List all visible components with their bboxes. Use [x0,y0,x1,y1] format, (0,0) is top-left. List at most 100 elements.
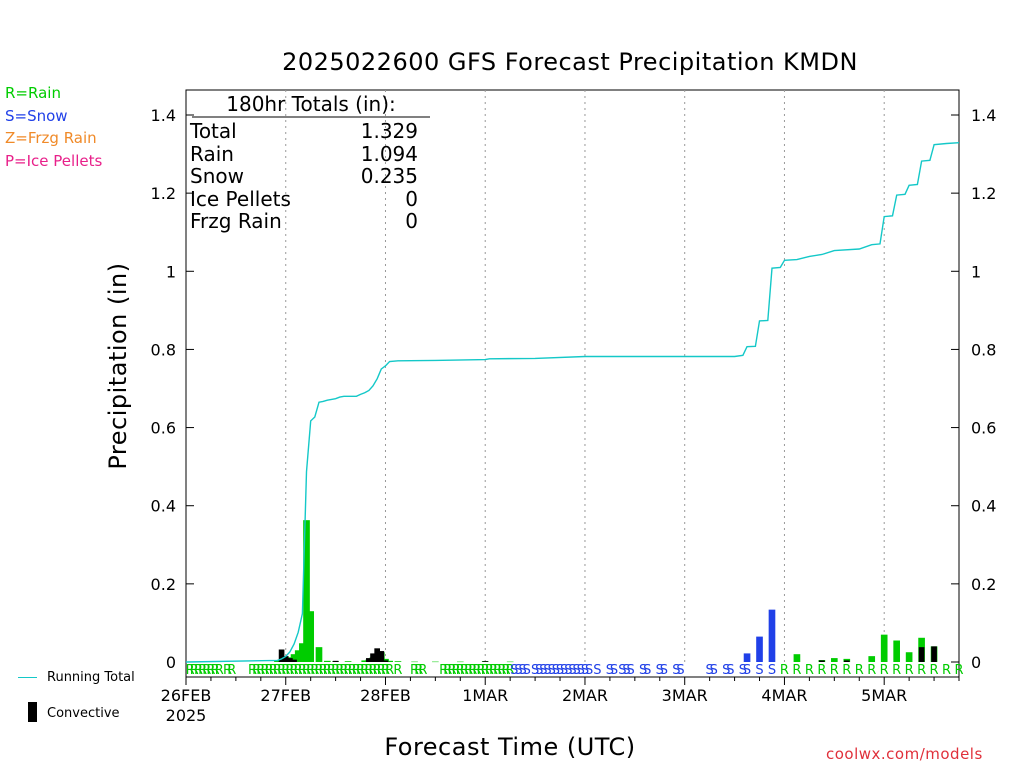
ptype-mark: R [348,663,357,678]
rain-bar [344,661,352,662]
ptype-mark: R [447,663,456,678]
rain-bar [290,654,298,662]
ptype-mark: R [227,663,236,678]
ptype-mark: R [481,663,490,678]
ptype-mark: R [323,663,332,678]
ptype-mark: R [954,663,963,678]
y-tick-label: 0.8 [151,340,176,359]
rain-bar [307,611,315,662]
totals-label: Frzg Rain [190,209,282,234]
legend-rain: R=Rain [5,84,61,102]
rain-bar [456,661,464,663]
ptype-mark: R [377,663,386,678]
ptype-mark: R [356,663,365,678]
y-tick-label-right: 1.2 [971,184,996,203]
x-tick-sublabel: 2025 [166,706,207,725]
convective-bar [931,646,937,662]
ptype-mark: R [260,663,269,678]
ptype-mark: R [206,663,215,678]
ptype-mark: S [552,663,560,678]
ptype-mark: R [252,663,261,678]
ptype-mark: R [285,663,294,678]
convective-bar [843,660,850,662]
ptype-mark: R [335,663,344,678]
convective-bar [278,649,285,662]
ptype-mark: S [618,663,626,678]
ptype-mark: R [472,663,481,678]
x-tick-label: 4MAR [761,686,807,705]
ptype-mark: R [331,663,340,678]
ptype-mark: R [339,663,348,678]
convective-bar [291,659,297,662]
chart-title: 2025022600 GFS Forecast Precipitation KM… [282,48,858,76]
ptype-mark: R [817,663,826,678]
ptype-mark: S [743,663,751,678]
y-tick-label-right: 0.8 [971,340,996,359]
rain-bar [323,660,331,662]
ptype-mark: S [548,663,556,678]
ptype-mark: S [627,663,635,678]
convective-bar [287,658,293,662]
ptype-mark: R [418,663,427,678]
ptype-mark: R [443,663,452,678]
y-tick-label: 0.4 [151,497,176,516]
ptype-mark: R [464,663,473,678]
ptype-mark: S [739,663,747,678]
running-total-legend-line [18,677,37,678]
rain-bar [274,660,281,662]
ptype-mark: R [211,663,220,678]
ptype-mark: R [460,663,469,678]
totals-row-rain: Rain 1.094 [190,141,432,166]
rain-bar [394,661,402,662]
y-tick-label-right: 1 [971,262,981,281]
ptype-mark: S [573,663,581,678]
ptype-mark: R [780,663,789,678]
ptype-mark: S [676,663,684,678]
y-tick-label: 0 [166,653,176,672]
ptype-mark: R [917,663,926,678]
ptype-mark: R [880,663,889,678]
ptype-mark: R [506,663,515,678]
x-tick-label: 5MAR [861,686,907,705]
ptype-mark: R [310,663,319,678]
ptype-mark: S [560,663,568,678]
ptype-mark: S [639,663,647,678]
rain-bar [411,661,418,663]
ptype-mark: S [577,663,585,678]
y-tick-label: 1.2 [151,184,176,203]
ptype-mark: R [867,663,876,678]
x-tick-label: 28FEB [360,686,411,705]
rain-bar [880,634,888,662]
ptype-mark: S [610,663,618,678]
ptype-mark: R [905,663,914,678]
ptype-mark: R [381,663,390,678]
ptype-mark: R [290,663,299,678]
ptype-mark: R [281,663,290,678]
y-tick-label: 1 [166,262,176,281]
credit-link[interactable]: coolwx.com/models [826,745,983,763]
y-tick-label-right: 0.2 [971,575,996,594]
ptype-mark: R [477,663,486,678]
totals-row-total: Total 1.329 [190,120,432,143]
rain-bar [299,643,306,662]
ptype-mark: R [414,663,423,678]
ptype-legend: R=Rain S=Snow Z=Frzg Rain P=Ice Pellets [5,82,102,172]
ptype-mark: S [672,663,680,678]
legend-frzg-rain: Z=Frzg Rain [5,129,97,147]
convective-bar [332,660,339,662]
convective-legend-swatch [28,702,37,722]
ptype-mark: R [385,663,394,678]
ptype-mark: R [485,663,494,678]
ptype-mark: R [248,663,257,678]
ptype-mark: R [373,663,382,678]
ptype-mark: S [531,663,539,678]
totals-label: Rain [190,141,234,166]
ptype-mark: S [593,663,601,678]
convective-bar [378,651,385,662]
rain-bar [315,647,323,662]
ptype-mark: R [489,663,498,678]
convective-bar [382,660,389,662]
ptype-mark: R [215,663,224,678]
ptype-mark: R [501,663,510,678]
ptype-mark: R [352,663,361,678]
